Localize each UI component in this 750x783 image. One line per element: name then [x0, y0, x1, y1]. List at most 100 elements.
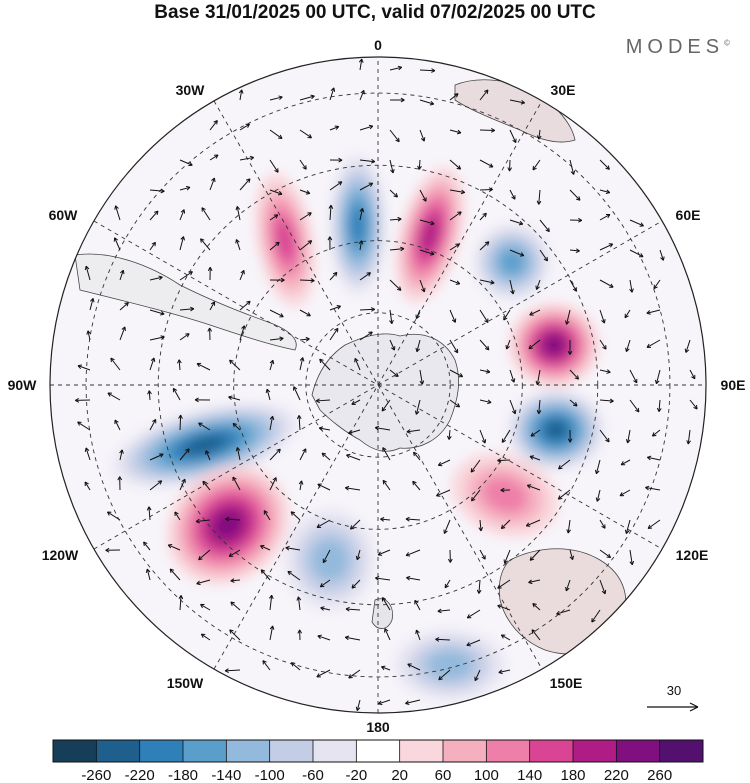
wind-arrow	[200, 603, 211, 611]
wind-arrow	[296, 415, 302, 431]
lon-label-180: 180	[366, 719, 390, 735]
lon-label-120e: 120E	[676, 547, 709, 563]
wind-arrow	[113, 237, 121, 251]
wind-arrow	[569, 159, 576, 175]
wind-arrow	[381, 597, 391, 611]
colorbar-swatch	[443, 740, 487, 762]
wind-arrow	[470, 459, 481, 473]
wind-arrow	[599, 519, 606, 529]
wind-arrow	[348, 669, 361, 679]
lon-label-150e: 150E	[550, 675, 583, 691]
wind-arrow	[299, 357, 305, 371]
wind-arrow	[179, 306, 195, 312]
wind-arrow	[169, 568, 181, 581]
wind-arrow	[653, 279, 661, 290]
wind-arrow	[503, 309, 511, 321]
wind-arrow	[599, 429, 610, 443]
wind-arrow	[239, 123, 250, 131]
wind-arrow	[406, 575, 421, 581]
lon-label-0: 0	[374, 37, 382, 53]
wind-arrow	[106, 511, 121, 521]
wind-arrow	[419, 189, 427, 202]
wind-arrow	[239, 325, 246, 341]
wind-arrow	[449, 369, 464, 378]
wind-arrow	[149, 309, 165, 316]
negative-anomaly-contour	[183, 435, 227, 455]
wind-arrow	[114, 205, 121, 221]
wind-arrow	[317, 483, 331, 491]
wind-arrow	[110, 357, 121, 371]
wind-arrow	[315, 398, 331, 404]
wind-arrow	[355, 699, 361, 711]
wind-arrow	[177, 359, 182, 371]
wind-arrow	[599, 398, 614, 404]
wind-arrow	[269, 477, 277, 491]
wind-arrow	[299, 189, 311, 195]
wind-arrow	[179, 209, 186, 221]
wind-arrow	[566, 519, 571, 534]
wind-arrow	[449, 243, 460, 251]
wind-arrow	[117, 476, 123, 491]
positive-anomaly-contour	[543, 335, 565, 355]
colorbar-tick-label: 20	[391, 767, 408, 783]
wind-arrow	[474, 669, 481, 682]
wind-arrow	[381, 399, 391, 412]
wind-arrow	[269, 159, 279, 173]
wind-arrow	[417, 159, 422, 170]
wind-arrow	[382, 447, 391, 461]
wind-arrow	[178, 595, 184, 611]
lon-label-30w: 30W	[176, 82, 206, 98]
colorbar-swatch	[486, 740, 530, 762]
lon-label-120w: 120W	[42, 547, 79, 563]
wind-arrow	[114, 419, 121, 431]
wind-arrow	[359, 158, 376, 164]
wind-arrow	[316, 669, 331, 678]
wind-arrow	[567, 339, 573, 355]
wind-arrow	[656, 399, 662, 412]
wind-arrow	[318, 426, 331, 431]
wind-arrow	[405, 699, 421, 705]
wind-arrow	[497, 604, 511, 611]
wind-arrow	[119, 269, 125, 281]
colorbar-swatch	[399, 740, 444, 762]
wind-arrow	[225, 516, 241, 522]
wind-arrow	[349, 519, 361, 530]
wind-arrow	[389, 339, 396, 351]
wind-arrow	[629, 279, 634, 293]
wind-arrow	[569, 549, 575, 561]
wind-arrow	[435, 637, 451, 642]
wind-arrow	[594, 459, 601, 475]
wind-arrow	[556, 609, 571, 616]
wind-arrow	[646, 309, 661, 315]
wind-arrow	[407, 663, 421, 671]
wind-arrow	[569, 248, 580, 254]
lon-label-150w: 150W	[167, 675, 204, 691]
wind-arrow	[351, 579, 361, 589]
wind-arrow	[414, 599, 421, 611]
lon-label-60e: 60E	[676, 207, 701, 223]
wind-arrow	[293, 386, 301, 401]
wind-arrow	[77, 364, 91, 371]
wind-arrow	[119, 326, 126, 341]
wind-arrow	[525, 519, 541, 527]
wind-arrow	[147, 390, 152, 401]
wind-arrow	[509, 249, 525, 257]
positive-anomaly-contour	[420, 216, 440, 254]
wind-arrow	[209, 301, 216, 311]
wind-arrow	[419, 129, 426, 142]
colorbar-tick-label: -220	[125, 767, 155, 783]
wind-arrow	[375, 576, 391, 581]
wind-arrow	[647, 519, 661, 530]
colorbar-swatch	[269, 740, 314, 762]
wind-arrow	[260, 544, 271, 551]
wind-arrow	[412, 480, 421, 491]
wind-arrow	[419, 369, 425, 385]
wind-arrow	[507, 159, 513, 172]
wind-arrow	[84, 265, 91, 281]
wind-arrow	[500, 487, 511, 493]
wind-arrow	[344, 485, 361, 491]
wind-arrow	[359, 272, 371, 281]
wind-arrow	[479, 279, 495, 285]
wind-arrow	[269, 241, 280, 251]
wind-arrow	[536, 399, 542, 415]
